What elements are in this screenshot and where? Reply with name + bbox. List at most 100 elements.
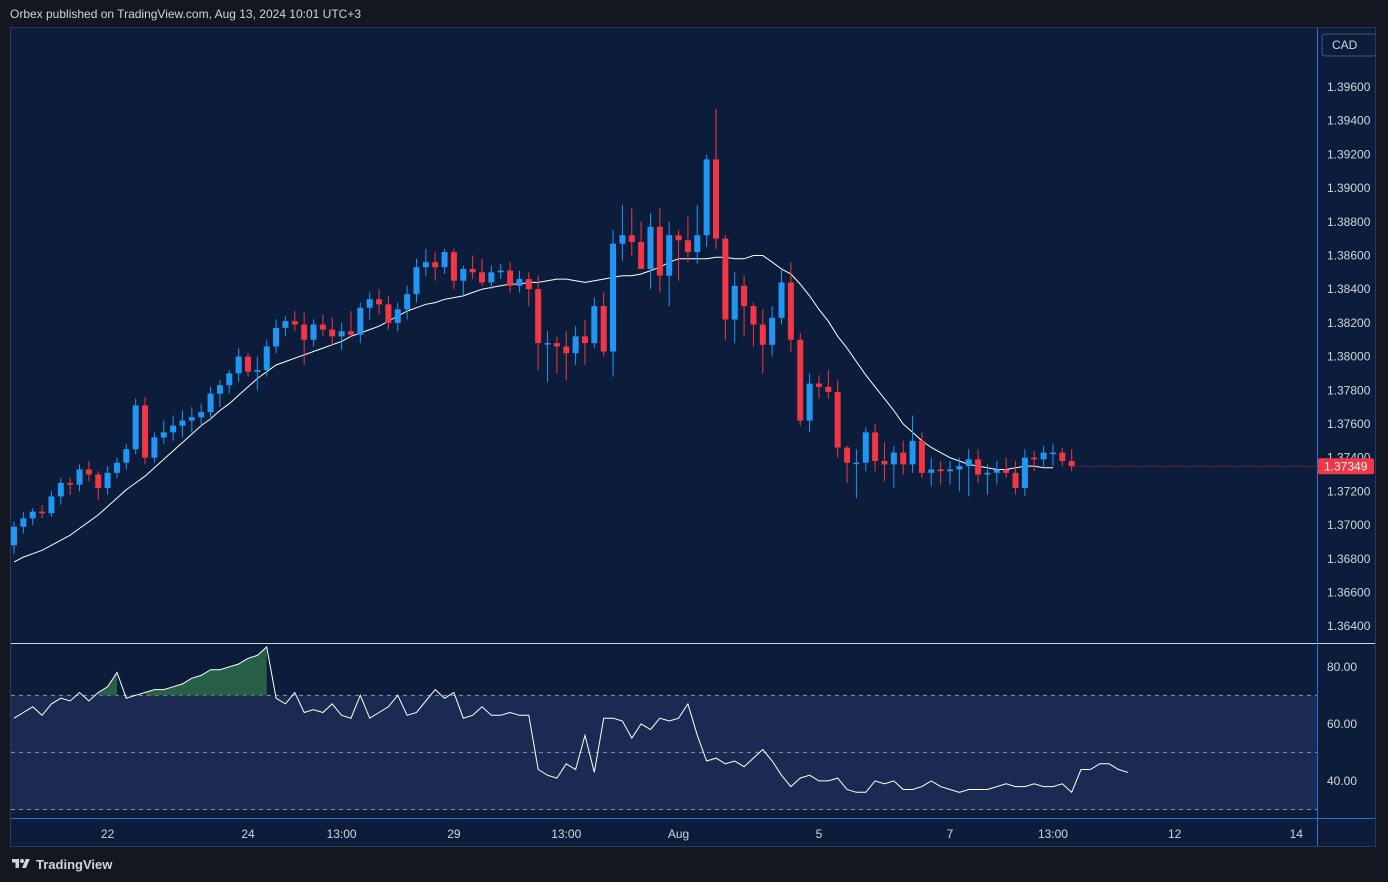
candle-down[interactable] bbox=[1059, 452, 1066, 462]
candle-down[interactable] bbox=[881, 461, 888, 465]
candle-down[interactable] bbox=[39, 511, 46, 514]
candle-up[interactable] bbox=[497, 270, 504, 273]
candle-down[interactable] bbox=[918, 440, 925, 473]
candle-down[interactable] bbox=[815, 383, 822, 387]
chart-frame[interactable]: CAD 1.39600 1.39400 1.39200 1.39000 1.38800 1.… bbox=[10, 27, 1376, 847]
candle-down[interactable] bbox=[385, 304, 392, 323]
candle-down[interactable] bbox=[750, 306, 757, 325]
candle-up[interactable] bbox=[226, 373, 233, 386]
candle-down[interactable] bbox=[479, 272, 485, 283]
candle-up[interactable] bbox=[666, 235, 673, 276]
candle-down[interactable] bbox=[638, 241, 645, 269]
candle-down[interactable] bbox=[1003, 469, 1010, 473]
candle-up[interactable] bbox=[731, 285, 738, 320]
candle-up[interactable] bbox=[254, 370, 261, 372]
candle-down[interactable] bbox=[628, 235, 635, 242]
candle-up[interactable] bbox=[619, 235, 626, 244]
candle-down[interactable] bbox=[1068, 461, 1075, 467]
candle-down[interactable] bbox=[900, 452, 907, 465]
candle-up[interactable] bbox=[57, 482, 64, 497]
candle-down[interactable] bbox=[535, 289, 542, 344]
candle-up[interactable] bbox=[170, 425, 177, 433]
candle-up[interactable] bbox=[48, 496, 55, 514]
candle-down[interactable] bbox=[376, 299, 383, 305]
candle-up[interactable] bbox=[965, 459, 972, 467]
candle-up[interactable] bbox=[11, 526, 17, 546]
candle-up[interactable] bbox=[993, 469, 1000, 473]
candle-up[interactable] bbox=[310, 324, 317, 340]
candle-down[interactable] bbox=[741, 285, 748, 307]
candle-up[interactable] bbox=[806, 383, 813, 421]
candle-up[interactable] bbox=[151, 437, 158, 458]
candle-up[interactable] bbox=[591, 306, 598, 344]
candle-up[interactable] bbox=[984, 472, 991, 475]
candle-down[interactable] bbox=[142, 405, 149, 458]
candle-up[interactable] bbox=[909, 440, 916, 465]
candle-up[interactable] bbox=[928, 469, 935, 473]
candle-up[interactable] bbox=[113, 462, 120, 473]
candle-down[interactable] bbox=[600, 306, 607, 352]
candle-down[interactable] bbox=[507, 270, 514, 286]
candle-down[interactable] bbox=[825, 386, 832, 392]
candle-down[interactable] bbox=[450, 252, 457, 281]
candle-up[interactable] bbox=[516, 279, 523, 286]
candle-up[interactable] bbox=[366, 299, 373, 308]
candle-down[interactable] bbox=[553, 343, 560, 347]
candle-up[interactable] bbox=[357, 307, 364, 335]
candle-up[interactable] bbox=[441, 252, 448, 268]
candle-up[interactable] bbox=[488, 272, 495, 283]
candle-up[interactable] bbox=[890, 452, 897, 465]
candle-up[interactable] bbox=[132, 405, 139, 450]
candle-down[interactable] bbox=[759, 324, 766, 345]
candle-up[interactable] bbox=[1021, 457, 1028, 488]
candle-up[interactable] bbox=[956, 466, 963, 470]
candle-down[interactable] bbox=[301, 324, 308, 340]
candle-down[interactable] bbox=[95, 474, 102, 488]
candle-up[interactable] bbox=[413, 267, 420, 295]
candle-down[interactable] bbox=[937, 469, 944, 472]
candle-down[interactable] bbox=[872, 432, 879, 462]
candle-down[interactable] bbox=[975, 459, 982, 475]
candle-up[interactable] bbox=[422, 262, 429, 268]
candle-up[interactable] bbox=[769, 317, 776, 345]
candle-up[interactable] bbox=[179, 420, 186, 426]
candle-down[interactable] bbox=[291, 321, 298, 325]
candle-up[interactable] bbox=[198, 412, 205, 418]
candle-up[interactable] bbox=[544, 343, 551, 345]
candle-up[interactable] bbox=[123, 449, 130, 463]
candle-up[interactable] bbox=[235, 356, 242, 374]
candle-up[interactable] bbox=[610, 243, 617, 352]
candle-up[interactable] bbox=[460, 268, 467, 281]
currency-badge[interactable] bbox=[1321, 33, 1375, 57]
candle-up[interactable] bbox=[160, 432, 167, 438]
candle-down[interactable] bbox=[469, 268, 476, 273]
candle-down[interactable] bbox=[319, 324, 326, 330]
candle-up[interactable] bbox=[394, 309, 401, 323]
tradingview-brand[interactable]: TradingView bbox=[10, 852, 112, 876]
candle-up[interactable] bbox=[282, 321, 289, 328]
candle-up[interactable] bbox=[207, 393, 214, 413]
candle-up[interactable] bbox=[273, 327, 280, 347]
candle-down[interactable] bbox=[1031, 457, 1038, 460]
candle-up[interactable] bbox=[404, 294, 411, 310]
candle-up[interactable] bbox=[76, 469, 83, 485]
candle-up[interactable] bbox=[1049, 452, 1056, 455]
candle-up[interactable] bbox=[703, 159, 710, 236]
candle-down[interactable] bbox=[563, 346, 570, 354]
candle-down[interactable] bbox=[329, 329, 336, 337]
candle-down[interactable] bbox=[675, 235, 682, 241]
candle-up[interactable] bbox=[1040, 452, 1047, 460]
candle-down[interactable] bbox=[722, 238, 729, 320]
candle-down[interactable] bbox=[67, 482, 74, 485]
chart-canvas[interactable]: CAD 1.39600 1.39400 1.39200 1.39000 1.38800 1.… bbox=[11, 28, 1375, 846]
candle-down[interactable] bbox=[245, 356, 251, 372]
candle-up[interactable] bbox=[216, 385, 223, 394]
candle-down[interactable] bbox=[347, 331, 354, 335]
candle-down[interactable] bbox=[713, 159, 719, 239]
candle-up[interactable] bbox=[104, 472, 111, 488]
candle-down[interactable] bbox=[834, 391, 841, 448]
candle-up[interactable] bbox=[647, 226, 654, 269]
candle-up[interactable] bbox=[29, 511, 36, 519]
candle-down[interactable] bbox=[787, 282, 794, 340]
candle-down[interactable] bbox=[844, 447, 851, 463]
